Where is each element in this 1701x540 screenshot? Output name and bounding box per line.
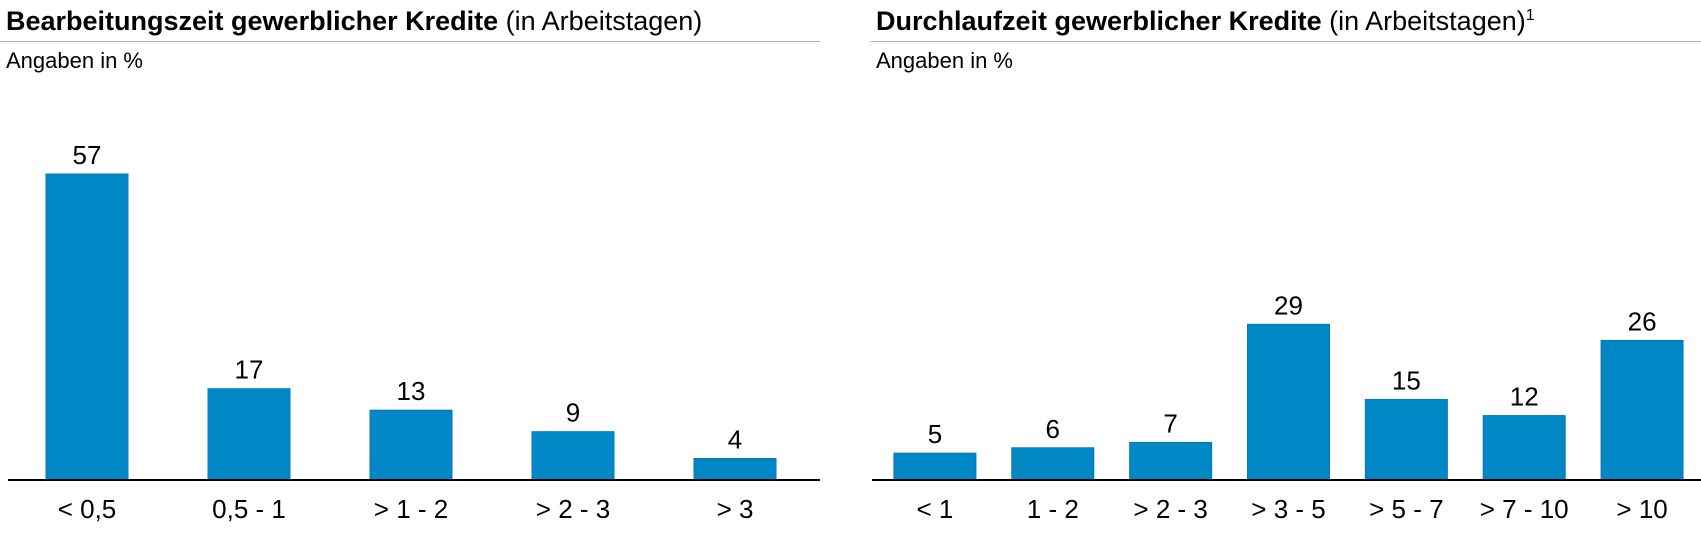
chart-title-main: Bearbeitungszeit gewerblicher Kredite (6, 6, 499, 36)
x-tick-label: > 1 - 2 (374, 494, 448, 524)
chart-panel-throughput-time: Durchlaufzeit gewerblicher Kredite (in A… (870, 0, 1701, 540)
data-label: 57 (73, 140, 102, 170)
chart-title-main: Durchlaufzeit gewerblicher Kredite (876, 6, 1322, 36)
chart-title: Durchlaufzeit gewerblicher Kredite (in A… (876, 6, 1535, 37)
bar (1482, 415, 1566, 481)
data-label: 5 (928, 419, 942, 449)
chart-panel-processing-time: Bearbeitungszeit gewerblicher Kredite (i… (0, 0, 830, 540)
x-tick-label: < 0,5 (58, 494, 117, 524)
x-tick-label: 1 - 2 (1027, 494, 1079, 524)
data-label: 13 (397, 376, 426, 406)
bar (531, 431, 615, 481)
footnote-marker: 1 (1525, 7, 1535, 24)
data-label: 7 (1163, 408, 1177, 438)
bar (1129, 441, 1213, 481)
chart-title-suffix: (in Arbeitstagen) (505, 6, 703, 36)
bar (45, 173, 129, 481)
bar (1247, 323, 1330, 481)
chart-subtitle: Angaben in % (876, 48, 1013, 73)
chart-subtitle: Angaben in % (6, 48, 143, 73)
data-label: 15 (1392, 365, 1421, 395)
bar (369, 409, 453, 481)
bar (1011, 447, 1095, 481)
x-tick-label: > 5 - 7 (1369, 494, 1443, 524)
data-label: 26 (1628, 306, 1657, 336)
x-tick-label: > 3 - 5 (1251, 494, 1325, 524)
data-label: 12 (1510, 382, 1539, 412)
x-tick-label: > 7 - 10 (1480, 494, 1569, 524)
bar (693, 458, 777, 481)
data-label: 17 (235, 355, 264, 385)
chart-title-suffix: (in Arbeitstagen) (1329, 6, 1526, 36)
bar (1600, 339, 1684, 481)
data-label: 6 (1046, 414, 1060, 444)
title-divider (0, 41, 820, 42)
bar (893, 452, 977, 481)
data-label: 29 (1274, 290, 1303, 320)
bar (1364, 398, 1448, 481)
data-label: 4 (728, 425, 742, 455)
bar-chart-processing-time: 57 < 0,5 17 0,5 - 1 13 > 1 - 2 9 > 2 - 3 4 > 3 (8, 140, 820, 524)
x-tick-label: > 3 (717, 494, 754, 524)
x-tick-label: > 10 (1616, 494, 1667, 524)
data-label: 9 (566, 398, 580, 428)
bar-chart-throughput-time: 5 < 1 6 1 - 2 7 > 2 - 3 29 > 3 - 5 15 > 5 - 7 12 > … (872, 290, 1701, 524)
bar (207, 388, 291, 481)
chart-title: Bearbeitungszeit gewerblicher Kredite (i… (6, 6, 702, 37)
x-tick-label: < 1 (916, 494, 953, 524)
x-tick-label: > 2 - 3 (1133, 494, 1207, 524)
x-tick-label: > 2 - 3 (536, 494, 610, 524)
title-divider (870, 41, 1701, 42)
x-tick-label: 0,5 - 1 (212, 494, 286, 524)
